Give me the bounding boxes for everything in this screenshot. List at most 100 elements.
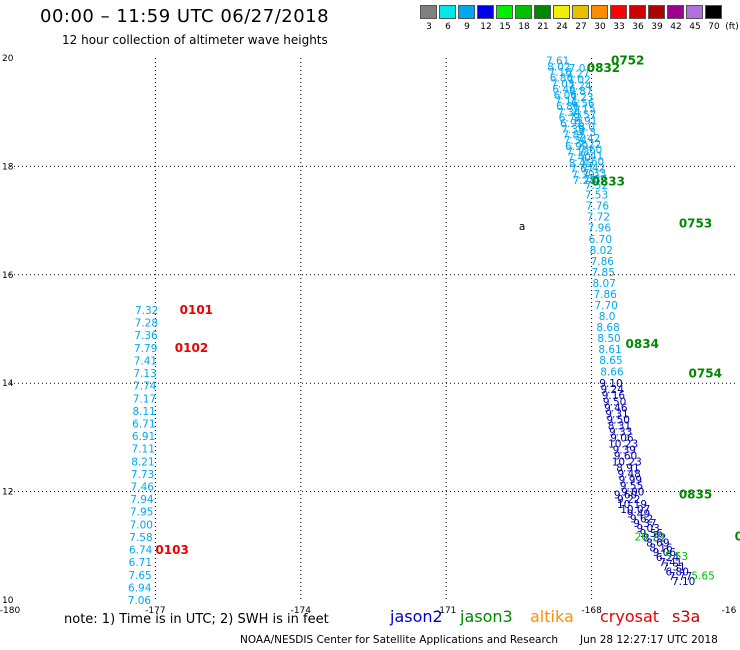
color-scale-label: 9: [464, 22, 470, 32]
wave-height-value: 7.94: [130, 494, 154, 506]
wave-height-value: 7.10: [672, 576, 695, 588]
wave-height-value: 7.28: [573, 175, 596, 187]
color-scale-label: 42: [670, 22, 682, 32]
wave-height-value: 7.46: [131, 482, 155, 494]
color-scale-swatch: [496, 5, 513, 19]
wave-height-value: 7.42: [582, 162, 605, 174]
wave-height-value: 6.46: [552, 84, 576, 96]
wave-height-value: 6.71: [132, 418, 155, 430]
wave-height-value: 9.50: [603, 396, 626, 408]
wave-height-value: 7.72: [587, 212, 610, 224]
wave-height-value: 6.70: [589, 234, 612, 246]
wave-height-value: 8.50: [597, 333, 620, 345]
footer-timestamp: Jun 28 12:27:17 UTC 2018: [580, 634, 718, 646]
track-time-label: 0752: [611, 54, 644, 68]
wave-height-value: 10.23: [612, 456, 642, 468]
track-time-label: 0753: [679, 216, 712, 230]
plot-axes: -180 -177 -174 -171 -168 -16 10 12 14 16 18 20: [0, 54, 737, 616]
wave-height-value: 7.27: [566, 69, 589, 81]
color-scale-swatch: [591, 5, 608, 19]
wave-height-value: 7.60: [579, 145, 602, 157]
wave-height-value: 7.77: [669, 571, 692, 583]
wave-height-value: 7.61: [546, 56, 569, 68]
y-tick-label: 16: [2, 271, 14, 281]
color-scale-swatch: [667, 5, 684, 19]
wave-height-value: 8.61: [598, 344, 621, 356]
wave-height-value: 7.76: [586, 201, 610, 213]
y-tick-label: 12: [2, 488, 13, 498]
color-scale-swatch: [610, 5, 627, 19]
wave-height-value: 5.53: [665, 551, 688, 563]
wave-height-value: 5.65: [691, 571, 714, 583]
wave-height-value: 7.39: [571, 169, 594, 181]
wave-height-value: 7.41: [580, 151, 603, 163]
wave-height-value: 9.60: [614, 450, 637, 462]
wave-height-value: 20.79: [635, 532, 665, 544]
track-time-label: 0833: [592, 175, 625, 189]
wave-height-value: 6.06: [554, 90, 578, 102]
wave-height-value: 7.86: [593, 289, 617, 301]
wave-height-value: 6.86: [550, 73, 574, 85]
wave-height-value: 7.02: [567, 74, 590, 86]
color-scale-label: 3: [426, 22, 432, 32]
plot-annotation: a: [519, 221, 525, 233]
wave-height-value: 7.42: [577, 133, 600, 145]
wave-height-value: 7.86: [591, 256, 615, 268]
wave-height-value: 7.52: [585, 180, 608, 192]
chart-title: 00:00 – 11:59 UTC 06/27/2018: [40, 6, 330, 27]
track-time-label: 0754: [689, 366, 722, 380]
altimeter-tracks: 7.327.287.367.797.417.137.747.178.116.71…: [128, 56, 715, 607]
satellite-legend-item: jason3: [460, 607, 513, 626]
wave-height-value: 7.31: [662, 562, 685, 574]
color-scale-swatch: [553, 5, 570, 19]
wave-height-value: 7.16: [549, 67, 573, 79]
wave-height-value: 7.41: [134, 355, 157, 367]
color-scale-label: 18: [518, 22, 530, 32]
wave-height-value: 8.69: [646, 537, 669, 549]
color-scale-label: 36: [632, 22, 644, 32]
wave-height-value: 6.91: [574, 115, 597, 127]
x-tick-label: -171: [436, 606, 456, 616]
color-scale-label: 6: [445, 22, 451, 32]
wave-height-value: 8.0: [578, 121, 595, 133]
wave-height-value: 9.50: [607, 414, 630, 426]
wave-height-value: 7.36: [134, 330, 158, 342]
wave-height-value: 6.74: [129, 545, 153, 557]
wave-height-value: 8.0: [599, 311, 616, 323]
wave-height-value: 9.49: [627, 509, 650, 521]
wave-height-value: 7.33: [583, 168, 606, 180]
wave-height-value: 8.07: [593, 278, 616, 290]
wave-height-value: 7.24: [568, 80, 592, 92]
track-time-label: 0: [735, 530, 740, 544]
wave-height-value: 9.24: [601, 384, 625, 396]
wave-height-value: 7.28: [135, 318, 158, 330]
wave-height-value: 8.31: [608, 420, 631, 432]
color-scale-label: 12: [480, 22, 492, 32]
color-scale-label: 15: [499, 22, 511, 32]
wave-height-value: 8.02: [590, 245, 613, 257]
track-time-label: 0832: [587, 61, 620, 75]
wave-height-value: 6.92: [560, 118, 583, 130]
wave-height-value: 9.33: [609, 426, 632, 438]
wave-height-value: 8.68: [596, 322, 619, 334]
wave-height-value: 6.80: [666, 566, 689, 578]
footer-note: note: 1) Time is in UTC; 2) SWH is in fe…: [64, 612, 329, 627]
x-tick-label: -174: [291, 606, 312, 616]
track-time-label: 0835: [679, 487, 712, 501]
wave-height-value: 7.53: [585, 190, 608, 202]
color-scale-swatch: [629, 5, 646, 19]
y-tick-label: 10: [2, 596, 14, 606]
color-scale-label: 30: [594, 22, 606, 32]
wave-height-value: 7.96: [588, 223, 612, 235]
wave-height-value: 6.94: [128, 582, 152, 594]
x-tick-label: -16: [722, 606, 737, 616]
wave-height-value: 8.45: [569, 158, 592, 170]
satellite-legend-item: cryosat: [600, 607, 660, 626]
wave-height-value: 7.67: [570, 164, 593, 176]
color-scale-label: 27: [575, 22, 587, 32]
wave-height-value: 6.87: [569, 86, 592, 98]
wave-height-value: 9.10: [599, 378, 622, 390]
wave-height-value: 7.65: [128, 570, 151, 582]
wave-height-value: 9.03: [636, 523, 659, 535]
